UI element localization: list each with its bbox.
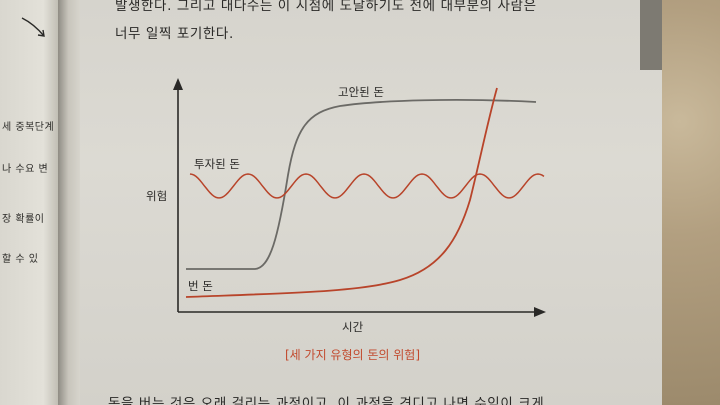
y-axis-label: 위험 bbox=[146, 189, 167, 203]
secured-money-label: 고안된 돈 bbox=[338, 85, 384, 99]
secured-money-curve bbox=[186, 99, 537, 270]
left-page-fragment: 할 수 있 bbox=[2, 254, 39, 265]
left-page-fragment: 세 중복단계 bbox=[2, 122, 55, 133]
body-text-line: 발생한다. 그리고 대다수는 이 시점에 도달하기도 전에 대부분의 사람은 bbox=[115, 0, 537, 14]
left-page-fragment: 장 확률이 bbox=[2, 214, 45, 225]
body-text-bottom-line: 돈을 버는 것은 오래 걸리는 과정이고, 이 과정을 견디고 나면 수익이 크… bbox=[108, 396, 545, 405]
earned-money-label: 번 돈 bbox=[188, 279, 213, 293]
earned-money-curve bbox=[185, 87, 498, 298]
book-gutter bbox=[58, 0, 84, 405]
figure-caption: [세 가지 유형의 돈의 위험] bbox=[285, 348, 421, 362]
invested-money-curve bbox=[189, 173, 545, 199]
left-page: 세 중복단계 나 수요 변 장 확률이 할 수 있 bbox=[0, 0, 62, 405]
y-axis-arrowhead bbox=[173, 78, 183, 90]
body-text-line: 너무 일찍 포기한다. bbox=[115, 26, 234, 42]
x-axis-label: 시간 bbox=[342, 320, 364, 334]
background-cloth bbox=[662, 0, 720, 405]
left-page-arrow-icon bbox=[21, 17, 45, 37]
invested-money-label: 투자된 돈 bbox=[194, 157, 240, 171]
x-axis-arrowhead bbox=[534, 307, 546, 317]
left-page-fragment: 나 수요 변 bbox=[2, 164, 49, 175]
